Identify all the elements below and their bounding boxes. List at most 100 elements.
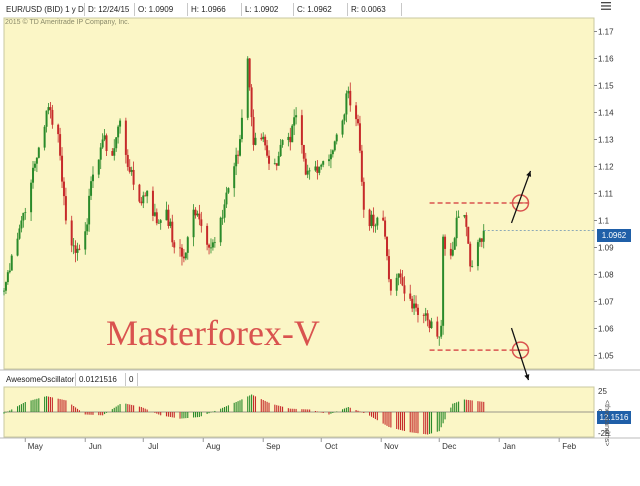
candle [132,169,135,185]
candle [57,124,60,135]
candle [304,158,307,175]
oscillator-extra: 0 [126,373,138,386]
candle [33,163,36,168]
candle [74,245,77,253]
candle [22,212,25,221]
candle [345,93,348,115]
candle [341,120,344,135]
candle [314,166,317,171]
candle [237,154,240,156]
candle [124,120,127,155]
candle [171,221,174,243]
menu-icon[interactable] [600,0,612,12]
candle [24,212,27,214]
candle [368,209,371,227]
candle [370,214,373,227]
candle [360,150,363,182]
candle [206,225,209,245]
candle [86,224,89,232]
candle [318,166,321,173]
candle [289,136,292,143]
candle [4,282,7,291]
candle [233,166,236,189]
candle [316,166,319,173]
candle [264,136,267,146]
candles-group [3,56,485,346]
candle [32,167,35,183]
candle [331,150,334,155]
candle [248,58,251,88]
y-tick-label: 1.15 [598,82,614,91]
y-tick-label: 1.06 [598,325,614,334]
y-tick-label: 1.08 [598,271,614,280]
candle [43,126,46,148]
y-tick-label: 1.11 [598,190,614,199]
candle [430,321,433,329]
candle [463,215,466,217]
candle [442,236,445,326]
x-tick-label: Aug [206,442,220,451]
candle [287,136,290,141]
candle [194,209,197,216]
candle [308,170,311,172]
candle [192,209,195,238]
candle [186,237,189,253]
x-tick-label: Oct [325,442,338,451]
candle [3,290,5,292]
candle [128,166,131,172]
candle [115,137,118,149]
candle [72,245,75,247]
low-readout: L: 1.0902 [242,3,294,16]
candle [252,117,255,145]
candle [209,247,212,249]
candle [200,219,203,226]
candle [465,215,468,227]
candle [223,204,226,218]
y-tick-label: 1.17 [598,28,614,37]
candle [428,320,431,329]
candle [90,181,93,196]
candle [389,279,392,291]
candle [37,147,40,158]
candle [239,139,241,156]
candle [101,139,104,148]
candle [362,181,365,210]
candle [167,209,170,226]
candle [119,120,122,127]
oscillator-name[interactable]: AwesomeOscillator [3,373,76,386]
candle [138,184,141,202]
candle [88,195,91,225]
candle [374,225,377,227]
x-tick-label: Dec [442,442,456,451]
candle [105,135,108,152]
date-readout: D: 12/24/15 [85,3,135,16]
candle [78,248,81,250]
candle [403,285,406,294]
close-readout: C: 1.0962 [294,3,348,16]
candle [45,110,48,127]
candle [246,58,249,118]
candle [347,90,350,94]
candle [372,214,375,226]
candle [268,155,271,164]
candle [387,256,390,280]
candle [436,321,439,337]
open-readout: O: 1.0909 [135,3,188,16]
candle [295,115,298,118]
candle [415,303,418,308]
candle [61,155,64,182]
osc-tick-label: 25 [598,387,607,396]
annotation-arrowhead [526,170,532,177]
candle [471,266,474,267]
candle [169,221,172,226]
candle [302,145,305,159]
candle [59,134,62,156]
candle [327,159,330,162]
candle [62,181,65,197]
candle [395,277,398,291]
candle [180,247,183,257]
candle [335,134,338,142]
symbol-label[interactable]: EUR/USD (BID) 1 y D [3,3,85,16]
candle [455,217,458,239]
